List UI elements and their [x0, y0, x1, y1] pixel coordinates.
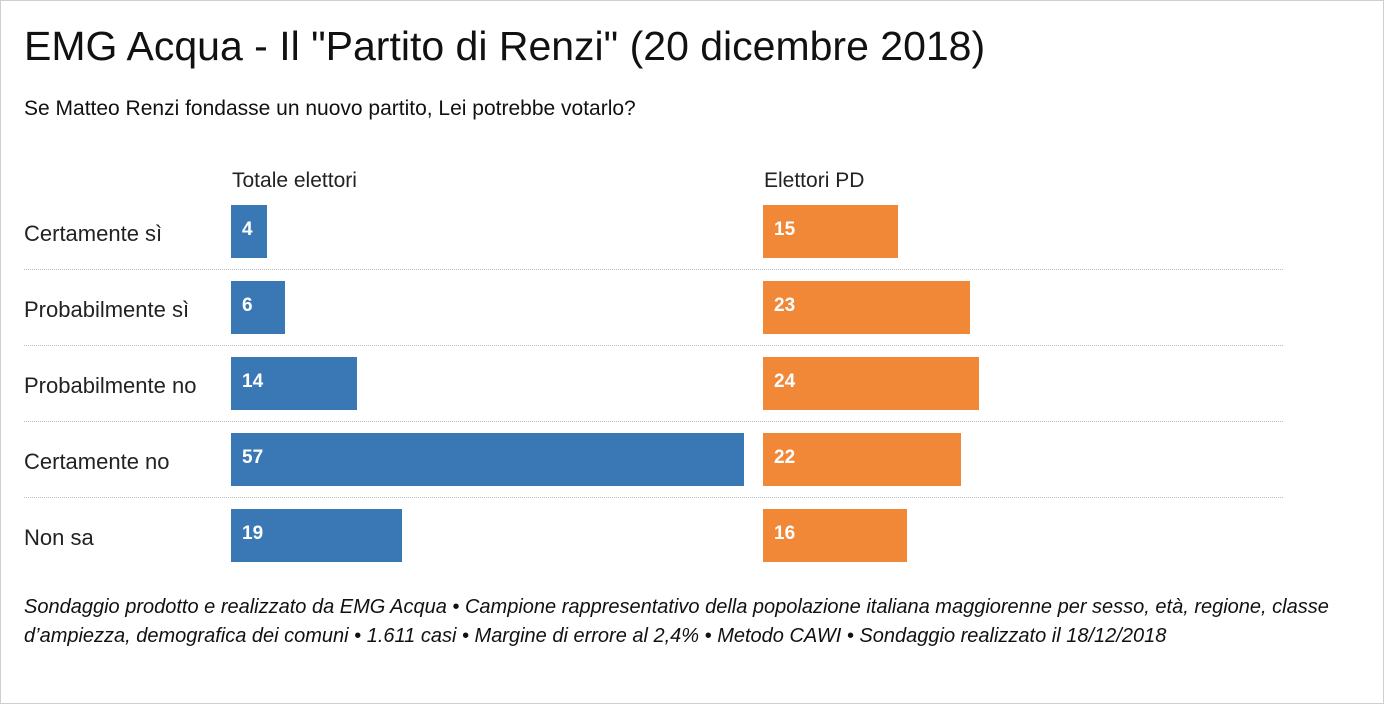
panel-header-totale: Totale elettori [232, 169, 357, 192]
category-label: Certamente no [24, 449, 170, 474]
chart-footer: Sondaggio prodotto e realizzato da EMG A… [24, 596, 1329, 647]
panel-header-pd: Elettori PD [764, 169, 865, 192]
bar-pd [763, 509, 907, 562]
row-separator [24, 421, 1283, 422]
bar-totale [231, 433, 744, 486]
category-label: Non sa [24, 525, 94, 550]
category-label: Probabilmente sì [24, 297, 190, 322]
bar-totale [231, 281, 285, 334]
bar-value-label: 19 [242, 523, 264, 544]
row-separator [24, 269, 1283, 270]
bar-pd [763, 205, 898, 258]
bar-value-label: 24 [774, 371, 796, 392]
category-label: Probabilmente no [24, 373, 197, 398]
bar-value-label: 23 [774, 295, 796, 316]
bar-value-label: 6 [242, 295, 253, 316]
bar-value-label: 15 [774, 219, 796, 240]
chart-subtitle: Se Matteo Renzi fondasse un nuovo partit… [24, 97, 636, 120]
bar-pd [763, 281, 970, 334]
bar-pd [763, 357, 979, 410]
category-label: Certamente sì [24, 221, 163, 246]
bar-value-label: 22 [774, 447, 796, 468]
bar-totale [231, 509, 402, 562]
row-separator [24, 345, 1283, 346]
bar-pd [763, 433, 961, 486]
bar-totale [231, 357, 357, 410]
bar-value-label: 14 [242, 371, 264, 392]
bar-totale [231, 205, 267, 258]
row-separator [24, 497, 1283, 498]
chart-title: EMG Acqua - Il "Partito di Renzi" (20 di… [24, 23, 986, 69]
bar-value-label: 4 [242, 219, 253, 240]
bar-value-label: 16 [774, 523, 796, 544]
bar-value-label: 57 [242, 447, 264, 468]
